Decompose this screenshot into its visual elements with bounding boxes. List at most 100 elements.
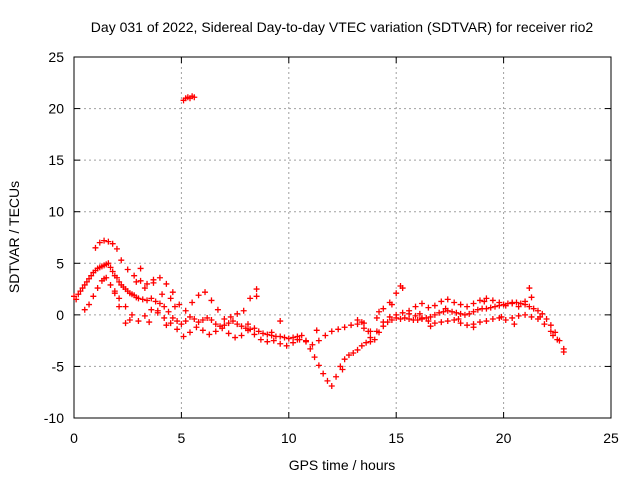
data-point	[86, 275, 93, 282]
data-point	[244, 321, 251, 328]
data-point	[476, 297, 483, 304]
data-point	[461, 311, 468, 318]
data-point	[399, 309, 406, 316]
data-point	[371, 336, 378, 343]
data-point	[515, 303, 522, 310]
data-point	[79, 285, 86, 292]
data-point	[550, 332, 557, 339]
data-point	[163, 280, 170, 287]
data-point	[257, 336, 264, 343]
data-point	[425, 318, 432, 325]
grid	[74, 57, 611, 418]
data-point	[474, 306, 481, 313]
data-point	[169, 289, 176, 296]
data-point	[401, 314, 408, 321]
data-point	[94, 285, 101, 292]
data-point	[182, 307, 189, 314]
data-point	[397, 315, 404, 322]
data-point	[489, 297, 496, 304]
data-point	[219, 325, 226, 332]
data-point	[118, 257, 125, 264]
data-point	[388, 301, 395, 308]
data-point	[350, 350, 357, 357]
data-point	[498, 313, 505, 320]
data-point	[358, 319, 365, 326]
data-point	[137, 277, 144, 284]
data-point	[232, 334, 239, 341]
data-point	[466, 310, 473, 317]
data-point	[204, 314, 211, 321]
data-point	[388, 317, 395, 324]
data-point	[425, 304, 432, 311]
data-point	[152, 298, 159, 305]
data-point	[146, 319, 153, 326]
data-point	[277, 340, 284, 347]
data-point	[109, 268, 116, 275]
data-point	[116, 278, 123, 285]
data-point	[298, 332, 305, 339]
data-point	[451, 317, 458, 324]
data-point	[88, 272, 95, 279]
data-point	[457, 301, 464, 308]
data-point	[453, 309, 460, 316]
data-point	[212, 321, 219, 328]
data-point	[537, 313, 544, 320]
data-point	[502, 302, 509, 309]
data-point	[221, 322, 228, 329]
data-point	[81, 281, 88, 288]
data-point	[481, 298, 488, 305]
data-point	[227, 313, 234, 320]
data-point	[244, 327, 251, 334]
data-point	[322, 332, 329, 339]
x-tick-label: 15	[388, 430, 404, 446]
data-point	[393, 290, 400, 297]
data-point	[141, 285, 148, 292]
x-tick-label: 20	[496, 430, 512, 446]
data-point	[440, 308, 447, 315]
data-point	[386, 313, 393, 320]
data-point	[150, 279, 157, 286]
data-point	[464, 303, 471, 310]
data-point	[167, 320, 174, 327]
data-point	[511, 321, 518, 328]
data-point	[285, 335, 292, 342]
data-point	[92, 244, 99, 251]
x-tick-label: 5	[178, 430, 186, 446]
data-point	[105, 238, 112, 245]
data-point	[412, 303, 419, 310]
data-point	[543, 315, 550, 322]
data-point	[406, 315, 413, 322]
data-point	[186, 313, 193, 320]
data-point	[311, 354, 318, 361]
data-point	[483, 305, 490, 312]
data-point	[191, 94, 198, 101]
data-point	[156, 274, 163, 281]
data-point	[270, 337, 277, 344]
data-point	[264, 338, 271, 345]
data-point	[225, 330, 232, 337]
data-point	[161, 303, 168, 310]
data-point	[202, 289, 209, 296]
data-point	[470, 324, 477, 331]
data-point	[139, 296, 146, 303]
data-points	[71, 93, 567, 390]
data-point	[193, 324, 200, 331]
data-point	[418, 314, 425, 321]
data-point	[492, 303, 499, 310]
data-point	[90, 293, 97, 300]
data-point	[281, 334, 288, 341]
data-point	[457, 320, 464, 327]
data-point	[86, 301, 93, 308]
data-point	[515, 312, 522, 319]
data-point	[363, 339, 370, 346]
data-point	[335, 326, 342, 333]
y-tick-label: -10	[44, 410, 64, 426]
data-point	[251, 325, 258, 332]
data-point	[126, 317, 133, 324]
data-point	[154, 307, 161, 314]
data-point	[290, 334, 297, 341]
data-point	[221, 315, 228, 322]
y-tick-label: 15	[48, 152, 64, 168]
plot-frame	[73, 56, 612, 419]
data-point	[313, 327, 320, 334]
